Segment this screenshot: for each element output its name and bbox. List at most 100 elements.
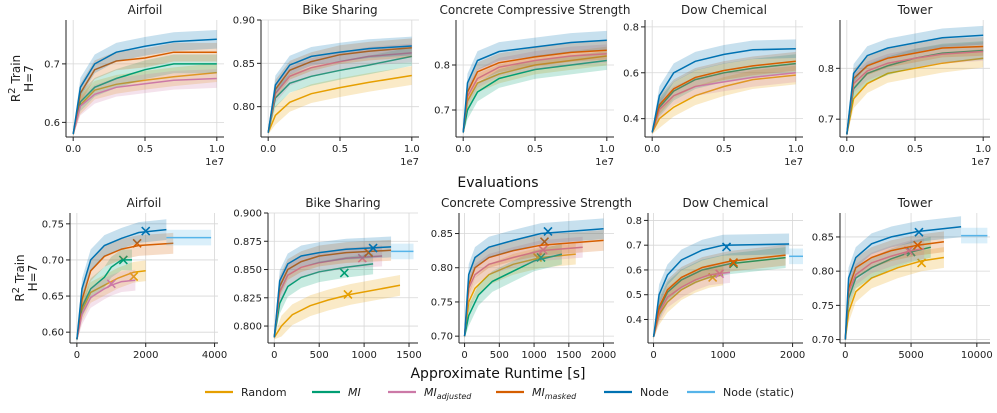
- x-tick-label: 1.0: [404, 144, 420, 155]
- chart-panel-evaluations-concrete-compressive-strength: 0.0 0.5 1.0 0.7 0.8 1e7 Concrete Compressive S…: [434, 3, 630, 168]
- series-line-mi-masked: [72, 51, 217, 135]
- marker-node: [543, 226, 553, 237]
- y-axis-sublabel: H=7: [26, 265, 40, 292]
- marker-mi-adjusted: [106, 279, 116, 289]
- legend-label-main: Node: [640, 386, 669, 399]
- y-axis-label: R2 Train: [7, 55, 23, 102]
- series-line-node: [652, 243, 790, 337]
- series-line-mi-masked: [651, 60, 796, 133]
- y-tick-label: 0.5: [626, 290, 642, 301]
- series-line-node: [651, 47, 796, 133]
- y-tick-label: 0.70: [431, 332, 453, 343]
- y-tick-label: 0.80: [812, 267, 834, 278]
- legend-item-random: Random: [205, 386, 287, 399]
- series-line-mi: [462, 59, 607, 133]
- x-tick-label: 0.0: [644, 144, 660, 155]
- y-axis-label-sup: 2: [11, 287, 22, 293]
- x-tick-label: 0: [842, 350, 848, 361]
- x-tick-label: 0.5: [527, 144, 543, 155]
- chart-panel-evaluations-airfoil: 0.0 0.5 1.0 0.6 0.7 1e7 Airfoil R2 Train H=7: [7, 3, 225, 168]
- series-line-random: [844, 256, 945, 340]
- chart-title: Airfoil: [127, 196, 162, 210]
- x-tick-label: 0: [650, 350, 656, 361]
- x-tick-label: 1000: [521, 350, 546, 361]
- y-axis-label-main: R: [9, 94, 23, 102]
- x-tick-label: 1000: [351, 350, 376, 361]
- x-tick-label: 1.0: [209, 144, 225, 155]
- band-node: [464, 218, 604, 339]
- chart-title: Dow Chemical: [683, 196, 769, 210]
- band-mi-masked: [464, 229, 604, 339]
- y-axis-label-suffix: Train: [13, 254, 27, 287]
- x-tick-label: 1.0: [599, 144, 615, 155]
- x-tick-label: 0.5: [137, 144, 153, 155]
- legend-item-mi-masked: MImasked: [496, 386, 577, 401]
- legend-label-main: MI: [532, 386, 545, 399]
- marker-node: [368, 243, 378, 253]
- y-tick-label: 0.8: [818, 64, 834, 75]
- chart-title: Concrete Compressive Strength: [441, 196, 632, 210]
- y-tick-label: 0.70: [812, 335, 834, 346]
- band-mi-adjusted: [73, 69, 217, 136]
- legend-item-mi-adjusted: MIadjusted: [388, 386, 472, 401]
- x-tick-label: 2000: [780, 350, 805, 361]
- x-tick-label: 0.5: [332, 144, 348, 155]
- marker-random: [917, 258, 927, 268]
- band-mi-adjusted: [845, 238, 925, 342]
- chart-title: Concrete Compressive Strength: [439, 3, 630, 17]
- band-mi-masked: [653, 244, 786, 339]
- x-tick-label: 5000: [898, 350, 923, 361]
- band-random: [845, 247, 944, 342]
- y-tick-label: 0.75: [431, 297, 453, 308]
- marker-mi-masked: [132, 238, 142, 248]
- chart-title: Dow Chemical: [681, 3, 767, 17]
- band-mi: [464, 243, 562, 339]
- marker-mi: [536, 252, 546, 263]
- y-tick-label: 0.75: [812, 301, 834, 312]
- chart-panel-runtime-bike-sharing: 0 500 1000 1500 0.800 0.825 0.850 0.875 0.900 Bik…: [233, 196, 421, 361]
- y-tick-label: 0.850: [233, 265, 262, 276]
- series-line-random: [267, 74, 412, 133]
- series-line-mi: [76, 259, 132, 340]
- y-tick-label: 0.6: [626, 265, 642, 276]
- x-offset-label: 1e7: [400, 157, 419, 168]
- series-line-mi-adjusted: [76, 279, 136, 340]
- y-tick-label: 0.65: [42, 292, 64, 303]
- y-tick-label: 0.70: [42, 255, 64, 266]
- x-tick-label: 2000: [591, 350, 616, 361]
- band-node: [76, 219, 167, 342]
- series-line-node: [463, 227, 604, 337]
- y-tick-label: 0.800: [233, 322, 262, 333]
- band-mi: [653, 247, 786, 339]
- band-mi-masked: [274, 239, 392, 340]
- y-tick-label: 0.7: [434, 106, 450, 117]
- series-line-random: [651, 74, 796, 133]
- x-offset-label: 1e7: [971, 157, 990, 168]
- y-axis-sublabel: H=7: [22, 65, 36, 92]
- band-node: [845, 216, 962, 342]
- legend-label-main: MI: [348, 386, 361, 399]
- band-mi-masked: [846, 37, 984, 137]
- legend-label-main: MI: [424, 386, 437, 399]
- marker-node: [141, 226, 151, 236]
- legend-item-mi: MI: [312, 386, 361, 399]
- series-line-mi-adjusted: [652, 271, 731, 337]
- x-offset-label: 1e7: [205, 157, 224, 168]
- band-node: [653, 233, 790, 339]
- band-node: [268, 36, 412, 135]
- y-tick-label: 0.75: [42, 219, 64, 230]
- y-axis-label-suffix: Train: [9, 55, 23, 88]
- marker-mi: [118, 255, 128, 265]
- series-line-mi-adjusted: [72, 77, 217, 135]
- legend-label: MIadjusted: [424, 386, 472, 401]
- x-tick-label: 500: [310, 350, 329, 361]
- x-tick-label: 0: [461, 350, 467, 361]
- band-mi: [274, 253, 374, 340]
- series-line-mi-masked: [462, 49, 607, 133]
- chart-panel-runtime-airfoil: 0 2000 4000 0.60 0.65 0.70 0.75 Airfoil R2 Train…: [11, 196, 227, 361]
- x-tick-label: 1000: [710, 350, 735, 361]
- series-line-mi: [267, 55, 412, 133]
- series-line-mi: [463, 253, 563, 337]
- band-mi-adjusted: [274, 245, 383, 340]
